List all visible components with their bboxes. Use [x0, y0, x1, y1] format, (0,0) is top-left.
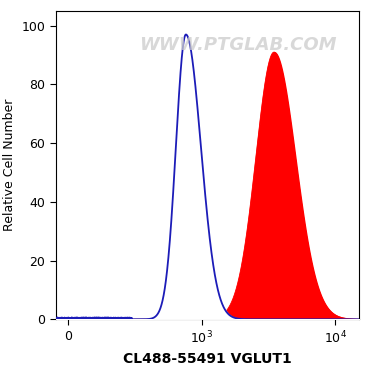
- Y-axis label: Relative Cell Number: Relative Cell Number: [3, 99, 16, 231]
- X-axis label: CL488-55491 VGLUT1: CL488-55491 VGLUT1: [123, 352, 292, 366]
- Text: WWW.PTGLAB.COM: WWW.PTGLAB.COM: [139, 36, 336, 54]
